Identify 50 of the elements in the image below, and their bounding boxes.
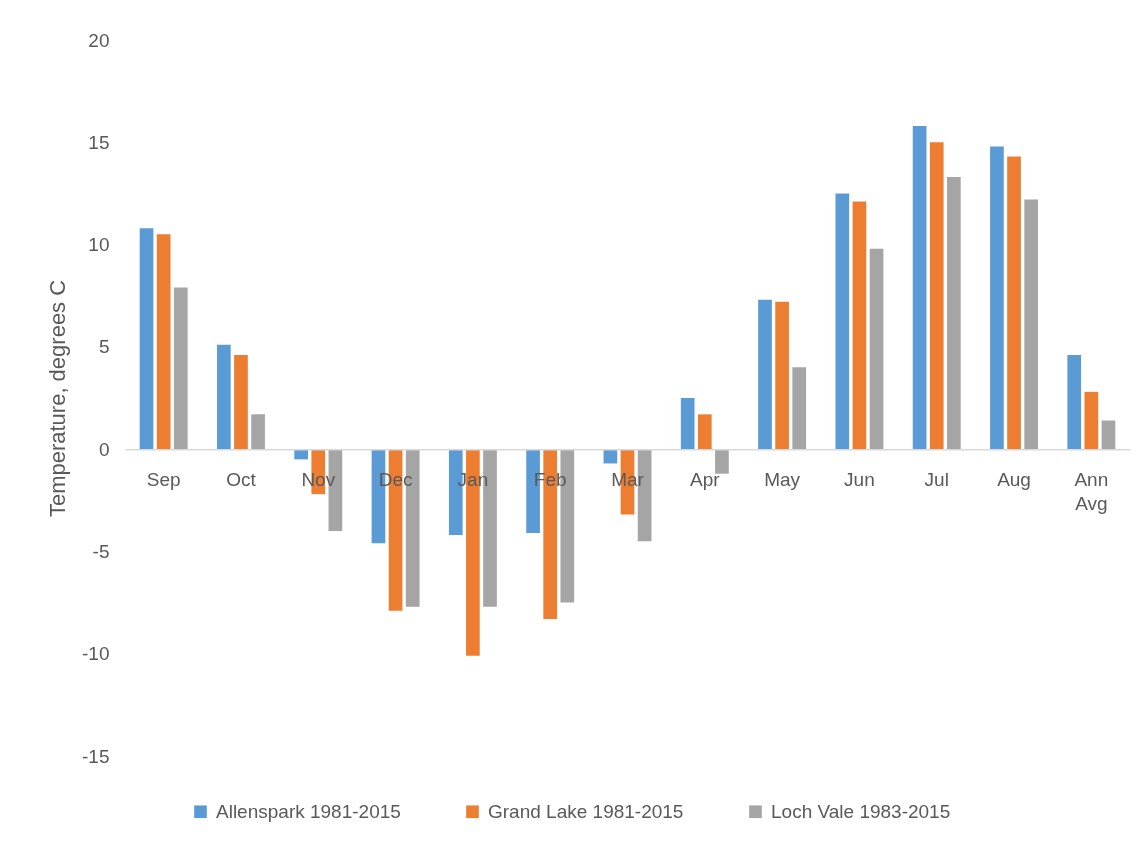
bar [1084, 391, 1099, 450]
x-tick-label: May [764, 468, 801, 490]
y-tick-label: 15 [88, 131, 110, 153]
bar [139, 228, 154, 450]
bar [217, 344, 231, 450]
y-tick-label: -10 [82, 643, 110, 665]
y-tick-label: 0 [98, 438, 110, 460]
x-tick-label: Aug [997, 468, 1031, 490]
legend-label: Loch Vale 1983-2015 [771, 800, 951, 822]
bar [929, 142, 944, 450]
bar [680, 398, 695, 450]
bar [173, 287, 188, 450]
x-tick-label: Dec [378, 468, 413, 490]
bar [869, 248, 884, 450]
bar [715, 449, 729, 474]
bar [947, 177, 961, 450]
legend-label: Allenspark 1981-2015 [216, 800, 401, 822]
x-tick-label: Feb [533, 468, 567, 490]
bar [697, 414, 712, 450]
bar [990, 146, 1004, 450]
y-tick-label: 5 [98, 336, 110, 358]
x-tick-label: Apr [690, 468, 721, 490]
bar [835, 193, 850, 450]
bar [912, 125, 927, 450]
x-tick-label: Jul [924, 468, 949, 490]
bar [792, 367, 807, 450]
x-tick-label: Jan [457, 468, 489, 490]
y-tick-label: 10 [88, 234, 110, 256]
legend-label: Grand Lake 1981-2015 [488, 800, 684, 822]
x-tick-label: Sep [146, 468, 181, 490]
x-tick-label: Oct [226, 468, 257, 490]
bar [294, 449, 308, 460]
x-tick-label: Ann Avg [1074, 468, 1109, 514]
bar [758, 299, 772, 450]
y-tick-label: 20 [88, 29, 110, 51]
x-tick-label: Jun [844, 468, 875, 490]
y-axis-title: Temperature, degrees C [45, 279, 71, 518]
bar [1067, 355, 1082, 450]
y-tick-label: -5 [92, 540, 110, 562]
bar [1007, 156, 1021, 450]
y-tick-label: -15 [82, 745, 110, 767]
bar [852, 201, 867, 450]
x-tick-label: Nov [301, 468, 336, 490]
bar [1024, 199, 1038, 450]
bar [1101, 420, 1116, 450]
bar [234, 355, 248, 450]
bar [775, 301, 789, 450]
bar [251, 414, 265, 450]
bar [156, 234, 171, 450]
x-tick-label: Mar [611, 468, 645, 490]
